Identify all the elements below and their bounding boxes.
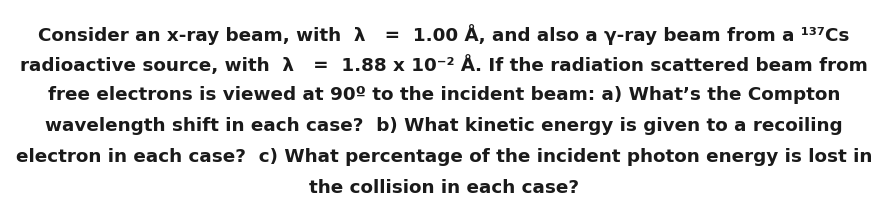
Text: wavelength shift in each case?  b) What kinetic energy is given to a recoiling: wavelength shift in each case? b) What k… — [45, 116, 843, 134]
Text: free electrons is viewed at 90º to the incident beam: a) What’s the Compton: free electrons is viewed at 90º to the i… — [48, 85, 840, 103]
Text: radioactive source, with  λ   =  1.88 x 10⁻² Å. If the radiation scattered beam : radioactive source, with λ = 1.88 x 10⁻²… — [20, 54, 868, 74]
Text: Consider an x-ray beam, with  λ   =  1.00 Å, and also a γ-ray beam from a ¹³⁷Cs: Consider an x-ray beam, with λ = 1.00 Å,… — [38, 23, 850, 44]
Text: electron in each case?  c) What percentage of the incident photon energy is lost: electron in each case? c) What percentag… — [16, 147, 872, 165]
Text: the collision in each case?: the collision in each case? — [309, 178, 579, 196]
